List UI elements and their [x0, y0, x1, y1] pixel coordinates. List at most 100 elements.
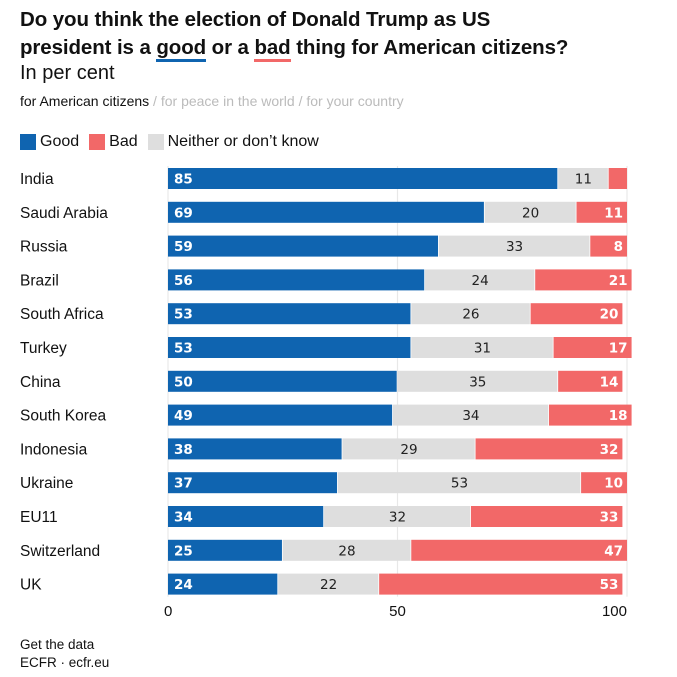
category-label: Brazil: [20, 272, 59, 289]
legend-item-good: Good: [20, 133, 79, 151]
category-label: India: [20, 171, 54, 188]
x-tick-label: 0: [164, 603, 172, 620]
value-label-good: 50: [174, 374, 193, 390]
legend: Good Bad Neither or don’t know: [20, 133, 329, 151]
source-credit: ECFR · ecfr.eu: [20, 655, 110, 670]
value-label-good: 56: [174, 273, 193, 289]
bar-segment-bad: [581, 472, 627, 494]
bar-segment-neither: [438, 235, 590, 257]
value-label-good: 53: [174, 341, 193, 357]
bar-segment-good: [168, 539, 282, 561]
category-label: Ukraine: [20, 475, 73, 492]
value-label-bad: 17: [609, 341, 628, 357]
bar-segment-good: [168, 201, 484, 223]
bar-segment-bad: [475, 438, 623, 460]
bar-segment-bad: [553, 337, 632, 358]
bar-segment-good: [168, 269, 425, 291]
bar-segment-good: [168, 235, 439, 257]
bar-segment-neither: [484, 201, 576, 223]
tab-separator: /: [294, 93, 307, 109]
value-label-bad: 32: [600, 442, 619, 458]
category-label: EU11: [20, 509, 58, 526]
category-label: Russia: [20, 239, 68, 256]
chart-title: Do you think the election of Donald Trum…: [20, 6, 670, 62]
value-label-bad: 10: [604, 476, 623, 492]
value-label-good: 85: [174, 172, 193, 188]
bar-segment-good: [168, 337, 411, 358]
title-line-2-mid: or a: [206, 36, 255, 59]
value-label-bad: 53: [600, 577, 619, 593]
bar-segment-good: [168, 404, 393, 426]
value-label-bad: 20: [600, 307, 619, 323]
bar-segment-bad: [590, 235, 627, 257]
bar-segment-neither: [282, 539, 411, 561]
category-label: Indonesia: [20, 441, 88, 458]
value-label-bad: 18: [609, 408, 628, 424]
value-label-neither: 29: [400, 442, 417, 458]
bar-segment-good: [168, 438, 342, 460]
value-label-neither: 28: [338, 543, 355, 559]
value-label-neither: 53: [451, 476, 468, 492]
value-label-bad: 8: [614, 239, 623, 255]
value-label-neither: 20: [522, 205, 539, 221]
value-label-neither: 33: [506, 239, 523, 255]
category-label: Turkey: [20, 340, 67, 357]
value-label-bad: 47: [604, 543, 623, 559]
bar-segment-neither: [337, 472, 581, 494]
legend-swatch-good: [20, 134, 36, 150]
value-label-bad: 21: [609, 273, 628, 289]
value-label-good: 25: [174, 543, 193, 559]
tab-american-citizens[interactable]: for American citizens: [20, 93, 150, 109]
bar-segment-neither: [425, 269, 535, 291]
value-label-neither: 34: [462, 408, 479, 424]
bar-segment-good: [168, 168, 558, 189]
bar-segment-bad: [411, 539, 627, 561]
tab-separator: /: [149, 93, 161, 109]
legend-swatch-bad: [89, 134, 106, 150]
legend-label-bad: Bad: [109, 133, 138, 150]
x-tick-label: 50: [389, 603, 406, 620]
bar-segment-bad: [530, 303, 623, 325]
bar-segment-neither: [278, 573, 379, 595]
value-label-good: 59: [174, 239, 193, 255]
tab-peace-in-the-world[interactable]: for peace in the world: [160, 93, 295, 109]
bar-segment-good: [168, 506, 324, 527]
title-line-1: Do you think the election of Donald Trum…: [20, 8, 491, 31]
category-label: South Korea: [20, 408, 107, 425]
value-label-neither: 24: [472, 273, 489, 289]
value-label-neither: 11: [575, 172, 592, 188]
value-label-neither: 26: [462, 307, 479, 323]
title-line-2-post: thing for American citizens?: [290, 36, 569, 59]
bar-segment-good: [168, 303, 411, 325]
bar-segment-bad: [608, 168, 627, 189]
category-label: China: [20, 374, 61, 391]
value-label-neither: 22: [320, 577, 337, 593]
bar-segment-neither: [392, 404, 549, 426]
get-the-data-link[interactable]: Get the data: [20, 637, 95, 652]
value-label-neither: 32: [389, 510, 406, 526]
category-label: Saudi Arabia: [20, 205, 108, 222]
value-label-good: 69: [174, 205, 193, 221]
bar-segment-good: [168, 573, 278, 595]
title-line-2-pre: president is a: [20, 36, 157, 59]
legend-item-bad: Bad: [89, 133, 138, 151]
category-label: South Africa: [20, 306, 104, 323]
bar-segment-neither: [324, 506, 471, 527]
value-label-neither: 31: [474, 341, 491, 357]
legend-swatch-neither: [147, 134, 164, 150]
tab-your-country[interactable]: for your country: [306, 93, 404, 109]
x-tick-label: 100: [602, 603, 627, 620]
legend-label-good: Good: [40, 133, 80, 150]
bar-segment-bad: [379, 573, 623, 595]
value-label-good: 37: [174, 476, 193, 492]
legend-label-neither: Neither or don’t know: [167, 133, 319, 150]
value-label-good: 24: [174, 577, 193, 593]
bar-segment-bad: [535, 269, 632, 291]
chart-subtitle: In per cent: [20, 62, 115, 84]
bar-segment-good: [168, 370, 397, 392]
value-label-good: 49: [174, 408, 193, 424]
category-label: UK: [20, 577, 42, 594]
bar-segment-bad: [558, 370, 623, 392]
bar-segment-neither: [411, 337, 553, 358]
